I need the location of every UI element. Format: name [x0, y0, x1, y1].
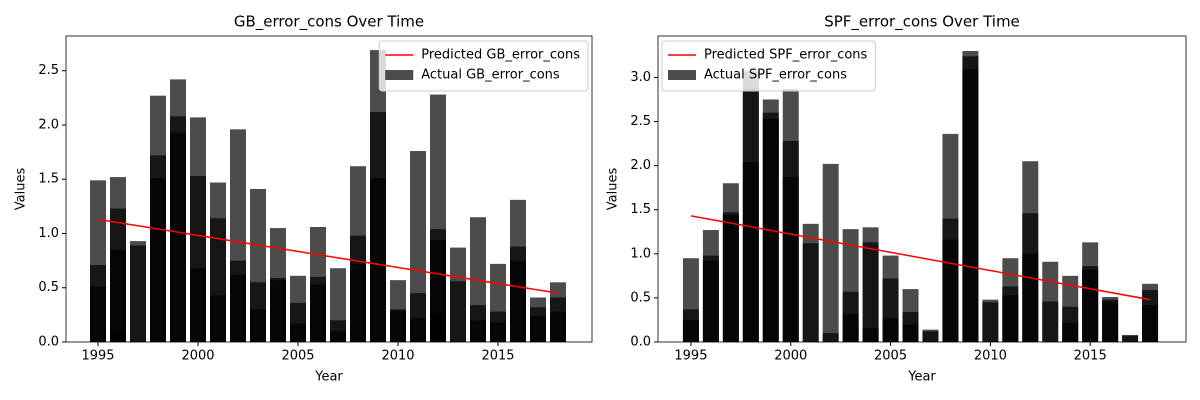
- chart-panel: SPF_error_cons Over Time Year Values 0.0 0.5…: [606, 13, 1187, 385]
- x-tick-label: 2015: [481, 349, 514, 364]
- trend-line: [97, 218, 559, 294]
- x-tick-label: 2005: [874, 349, 907, 364]
- bar: [942, 239, 959, 342]
- legend-box: [378, 40, 589, 92]
- y-axis-label: Values: [14, 168, 29, 211]
- chart-title: GB_error_cons Over Time: [234, 13, 424, 32]
- bar: [802, 243, 819, 342]
- bar: [110, 249, 126, 342]
- bar: [290, 323, 306, 342]
- bar: [862, 242, 879, 342]
- legend: Predicted SPF_error_cons Actual SPF_error…: [661, 40, 876, 92]
- x-tick-label: 2010: [974, 349, 1007, 364]
- bar: [982, 302, 999, 342]
- legend-box: [661, 40, 876, 92]
- chart-panel: GB_error_cons Over Time Year Values 0.0 0.5 1…: [14, 13, 593, 385]
- bar: [902, 324, 919, 342]
- trend-line: [690, 215, 1151, 301]
- bar: [550, 311, 566, 342]
- bar: [822, 333, 839, 342]
- bar: [842, 313, 859, 342]
- bar: [250, 309, 266, 342]
- bar: [862, 327, 879, 342]
- bar: [330, 331, 346, 342]
- legend: Predicted GB_error_cons Actual GB_error_c…: [378, 40, 589, 92]
- bar: [310, 284, 326, 342]
- y-tick-label: 2.0: [38, 117, 59, 132]
- bar: [490, 322, 506, 342]
- bar: [350, 263, 366, 342]
- y-tick-label: 1.5: [630, 202, 651, 217]
- bar: [882, 318, 899, 342]
- x-tick-label: 2010: [381, 349, 414, 364]
- bar: [390, 310, 406, 342]
- bar: [822, 163, 839, 342]
- bar: [190, 268, 206, 342]
- bar: [682, 319, 699, 342]
- bar: [1022, 253, 1039, 342]
- y-tick-label: 0.0: [38, 335, 59, 350]
- chart-title: SPF_error_cons Over Time: [824, 13, 1020, 32]
- x-tick-label: 1995: [674, 349, 707, 364]
- legend-label: Predicted SPF_error_cons: [704, 48, 868, 63]
- bar: [510, 260, 526, 342]
- bar: [1042, 301, 1059, 342]
- bar: [1142, 304, 1159, 342]
- bar: [170, 132, 186, 342]
- bar: [722, 215, 739, 342]
- y-tick-label: 1.0: [38, 226, 59, 241]
- legend-label: Actual GB_error_cons: [421, 68, 560, 83]
- y-tick-label: 0.5: [630, 290, 651, 305]
- x-tick-label: 2015: [1074, 349, 1107, 364]
- x-axis-label: Year: [907, 370, 936, 385]
- y-axis-label: Values: [606, 168, 621, 211]
- bar: [370, 178, 386, 342]
- y-tick-label: 0.5: [38, 280, 59, 295]
- bar: [130, 245, 146, 342]
- bar: [1102, 302, 1119, 342]
- bar: [230, 274, 246, 342]
- legend-swatch: [668, 70, 696, 80]
- bar: [1062, 322, 1079, 342]
- bar: [1082, 269, 1099, 342]
- bar: [270, 280, 286, 342]
- x-tick-label: 1995: [81, 349, 114, 364]
- bar: [782, 177, 799, 342]
- bar: [110, 330, 126, 342]
- x-tick-label: 2005: [281, 349, 314, 364]
- bar: [742, 162, 759, 342]
- bar: [450, 281, 466, 342]
- axes-frame: [657, 35, 1187, 343]
- bar: [962, 69, 979, 343]
- bar: [410, 318, 426, 342]
- bar: [210, 295, 226, 342]
- bar: [430, 312, 446, 342]
- x-tick-label: 2000: [774, 349, 807, 364]
- bar: [90, 286, 106, 342]
- x-axis-label: Year: [314, 370, 343, 385]
- y-tick-label: 2.5: [38, 63, 59, 78]
- bar: [1122, 335, 1139, 342]
- y-tick-label: 1.0: [630, 246, 651, 261]
- legend-label: Predicted GB_error_cons: [421, 48, 580, 63]
- bar: [530, 315, 546, 342]
- legend-swatch: [385, 70, 414, 80]
- y-tick-label: 2.0: [630, 158, 651, 173]
- x-tick-label: 2000: [181, 349, 214, 364]
- bar: [470, 320, 486, 342]
- y-tick-label: 1.5: [38, 172, 59, 187]
- bar: [1002, 295, 1019, 342]
- axes-frame: [65, 35, 593, 343]
- bar: [702, 260, 719, 342]
- y-tick-label: 2.5: [630, 114, 651, 129]
- y-tick-label: 0.0: [630, 335, 651, 350]
- legend-label: Actual SPF_error_cons: [704, 68, 847, 83]
- y-tick-label: 3.0: [630, 70, 651, 85]
- bar: [150, 178, 166, 342]
- bar: [922, 331, 939, 342]
